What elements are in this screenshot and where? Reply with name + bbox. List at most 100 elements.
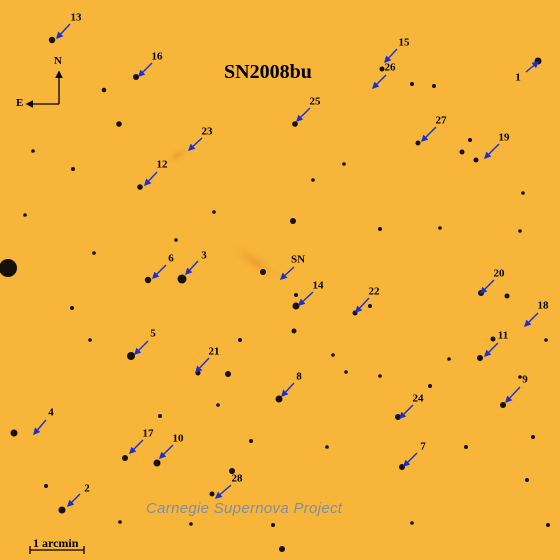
star	[101, 87, 107, 93]
star	[0, 259, 17, 277]
star-7-label: 7	[420, 440, 426, 453]
scale-bar	[29, 546, 85, 554]
star-22-arrow	[355, 297, 370, 314]
star	[292, 302, 300, 310]
star-1-label: 1	[515, 71, 521, 84]
star-16-arrow	[138, 62, 153, 77]
star	[229, 468, 235, 474]
star-26-label: 26	[384, 61, 396, 74]
star	[459, 149, 465, 155]
star	[58, 506, 66, 514]
star-18-arrow	[524, 312, 539, 327]
scale-bar-label: 1 arcmin	[33, 536, 79, 550]
star	[92, 251, 96, 255]
star	[342, 162, 346, 166]
star-10-arrow	[159, 444, 174, 459]
east-label: E	[16, 97, 24, 109]
star	[432, 84, 436, 88]
star	[144, 276, 152, 284]
star	[311, 178, 315, 182]
star	[177, 274, 187, 284]
star	[10, 429, 18, 437]
star	[137, 184, 143, 190]
star-24-label: 24	[412, 392, 424, 405]
star-25-arrow	[296, 107, 311, 122]
star	[344, 370, 348, 374]
star-7-arrow	[403, 452, 418, 467]
star-20-label: 20	[493, 267, 505, 280]
star	[158, 414, 162, 418]
star	[291, 328, 297, 334]
star-21-label: 21	[208, 345, 220, 358]
star-25-label: 25	[309, 95, 321, 108]
star	[410, 82, 414, 86]
star	[212, 210, 216, 214]
chart-title: SN2008bu	[224, 61, 312, 83]
star-1-arrow	[525, 61, 540, 73]
star-19-label: 19	[498, 131, 510, 144]
star	[477, 355, 483, 361]
star-22-label: 22	[368, 285, 380, 298]
star	[399, 464, 405, 470]
star	[415, 140, 421, 146]
star-3-label: 3	[201, 249, 207, 262]
star-13-label: 13	[70, 11, 82, 24]
star-4-label: 4	[48, 406, 54, 419]
star	[122, 455, 128, 461]
star	[518, 229, 522, 233]
north-label: N	[54, 55, 62, 67]
star-17-arrow	[129, 439, 144, 454]
star-8-arrow	[281, 382, 295, 398]
star	[521, 191, 525, 195]
star	[260, 269, 266, 275]
star	[116, 121, 122, 127]
star	[71, 167, 75, 171]
sn-arrow	[279, 266, 295, 280]
star	[23, 213, 27, 217]
star	[294, 293, 298, 297]
star-2-label: 2	[84, 482, 90, 495]
star-27-arrow	[421, 126, 437, 142]
star-15-arrow	[384, 48, 398, 64]
star-6-label: 6	[168, 252, 174, 265]
star	[468, 138, 472, 142]
star	[70, 306, 74, 310]
star	[249, 439, 253, 443]
star-19-arrow	[484, 143, 500, 159]
credit-watermark: Carnegie Supernova Project	[146, 500, 343, 517]
star	[379, 66, 385, 72]
star	[118, 520, 122, 524]
star-13-arrow	[56, 23, 71, 40]
star	[447, 357, 451, 361]
star-23-label: 23	[201, 125, 213, 138]
star-5-arrow	[134, 340, 149, 355]
star	[544, 338, 548, 342]
star	[490, 336, 496, 342]
diffuse-glow	[165, 145, 191, 165]
star	[410, 521, 414, 525]
star	[238, 338, 242, 342]
star-21-arrow	[195, 357, 210, 374]
star	[174, 238, 178, 242]
star	[127, 352, 135, 360]
star	[292, 121, 298, 127]
star	[473, 157, 479, 163]
star	[133, 74, 139, 80]
star-9-label: 9	[522, 373, 528, 386]
star-8-label: 8	[296, 370, 302, 383]
star	[275, 395, 283, 403]
compass	[25, 70, 63, 108]
host-galaxy	[228, 241, 282, 283]
star-23-arrow	[187, 137, 203, 151]
star-14-arrow	[297, 291, 314, 306]
star-27-label: 27	[435, 114, 447, 127]
star	[525, 478, 529, 482]
star-15-label: 15	[398, 36, 410, 49]
star	[504, 293, 510, 299]
star	[31, 149, 35, 153]
star	[44, 484, 48, 488]
star-11-label: 11	[497, 329, 509, 342]
star-12-arrow	[144, 171, 158, 187]
